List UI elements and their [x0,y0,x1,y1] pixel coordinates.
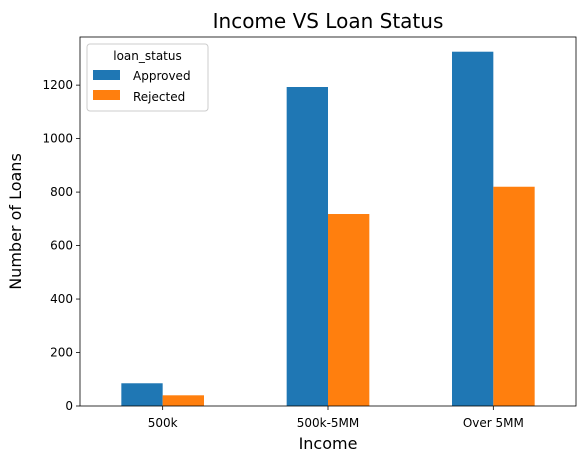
x-tick-label-500k: 500k [148,416,178,430]
bar-approved-over-5mm [452,51,494,407]
x-axis-ticks: 500k 500k-5MM Over 5MM [148,406,524,430]
bar-rejected-over-5mm [493,186,535,406]
y-tick-label: 600 [50,239,73,253]
chart-title: Income VS Loan Status [213,9,444,33]
bars-group [121,51,535,407]
y-axis-ticks: 0 200 400 600 800 1000 1200 [42,78,80,413]
y-tick-label: 1000 [42,132,73,146]
legend-swatch-rejected [93,90,120,100]
x-tick-label-500k-5mm: 500k-5MM [297,416,360,430]
y-tick-label: 0 [65,399,73,413]
y-tick-label: 200 [50,346,73,360]
legend-label-rejected: Rejected [133,90,185,104]
plot-frame [79,36,577,407]
x-axis-title: Income [299,434,358,453]
x-tick-label-over-5mm: Over 5MM [463,416,524,430]
legend: loan_status Approved Rejected [86,43,209,112]
y-axis-title: Number of Loans [6,153,25,290]
bar-rejected-500k-5mm [328,214,370,406]
legend-swatch-approved [93,70,120,80]
legend-label-approved: Approved [133,69,191,83]
legend-title: loan_status [113,49,182,63]
bar-approved-500k-5mm [286,87,328,407]
bar-approved-500k [121,383,163,406]
bar-rejected-500k [162,395,204,406]
y-tick-label: 400 [50,292,73,306]
y-tick-label: 1200 [42,78,73,92]
y-tick-label: 800 [50,185,73,199]
